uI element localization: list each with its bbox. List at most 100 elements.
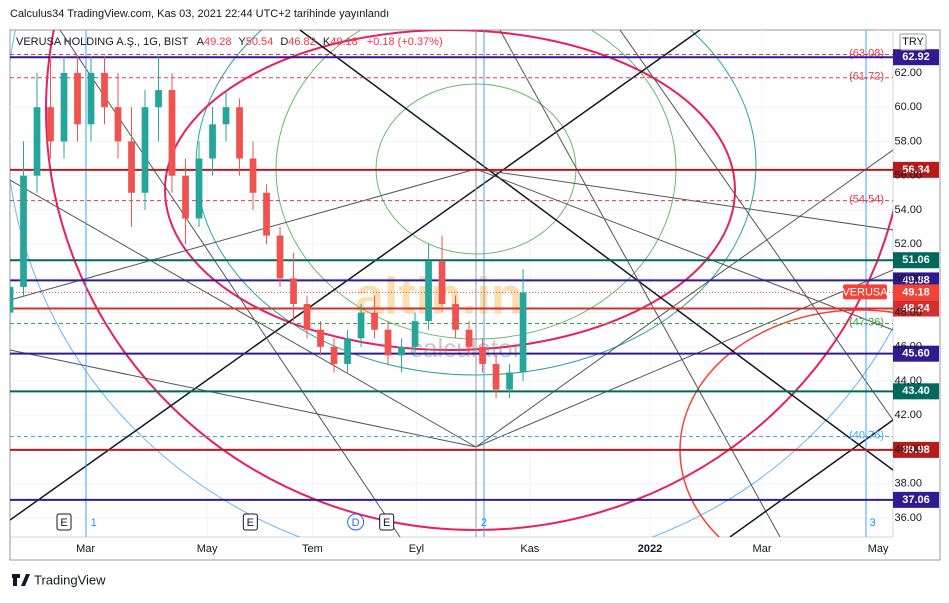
trend-line [499, 30, 781, 537]
price-name-box [843, 284, 887, 300]
x-tick-label: May [197, 543, 218, 555]
candle-body [60, 72, 68, 142]
candle-body [141, 107, 149, 193]
trend-line [475, 168, 893, 331]
candle-body [20, 175, 27, 287]
ohlc-key: A [197, 36, 205, 48]
y-tick-label: 48.00 [894, 307, 922, 319]
level-label: 45.60 [902, 348, 930, 360]
price-value: 49.18 [902, 286, 930, 298]
level-label-box [893, 49, 939, 66]
y-tick-label: 60.00 [894, 101, 922, 113]
header: Calculus34 TradingView.com, Kas 03, 2021… [10, 8, 389, 20]
candle-body [317, 329, 324, 347]
x-tick-label: Mar [76, 543, 95, 555]
candle-body [155, 90, 162, 108]
trend-line [619, 30, 893, 421]
y-tick-label: 40.00 [894, 443, 922, 455]
y-tick-label: 36.00 [894, 512, 922, 524]
y-tick-label: 42.00 [894, 409, 922, 421]
level-label-box [893, 491, 939, 508]
candle-body [195, 158, 203, 219]
candle-body [182, 175, 189, 219]
event-marker [56, 513, 72, 531]
x-tick-label: May [868, 543, 889, 555]
candle-body [479, 346, 486, 364]
event-label: E [247, 517, 254, 529]
ohlc-value: 49.28 [204, 36, 232, 48]
trend-line [475, 269, 893, 448]
y-tick-label: 54.00 [894, 204, 922, 216]
level-label: 51.06 [902, 254, 930, 266]
y-tick-label: 44.00 [894, 375, 922, 387]
y-tick-label: 56.00 [894, 170, 922, 182]
candle-body [263, 192, 270, 236]
level-label-box [893, 345, 939, 362]
currency: TRY [902, 36, 924, 48]
y-tick-label: 50.00 [894, 272, 922, 284]
ohlc-key: K [323, 36, 331, 48]
level-label: 43.40 [902, 385, 930, 397]
candle-body [290, 278, 297, 305]
x-tick-label: Mar [753, 543, 772, 555]
level-label-box [893, 161, 939, 178]
currency-box [899, 33, 927, 51]
price-value-box [893, 284, 939, 301]
candle-body [276, 235, 284, 279]
footer: TradingView [34, 572, 106, 587]
event-label: D [352, 517, 360, 529]
event-label: E [60, 517, 67, 529]
candle-body [114, 107, 122, 142]
x-tick-label: 2022 [638, 543, 662, 555]
candle-body [101, 72, 108, 108]
x-tick-label: Eyl [409, 543, 424, 555]
trend-line [10, 168, 477, 301]
candle-body [371, 312, 378, 330]
ohlc-value: 50.54 [246, 36, 274, 48]
dashed-level-label: (61.72) [849, 71, 884, 83]
candle-body [519, 292, 527, 373]
logo [12, 574, 30, 586]
level-label: 37.06 [902, 494, 930, 506]
trend-line [10, 179, 477, 448]
candle-body [303, 304, 311, 330]
candle-body [384, 329, 392, 356]
event-number: 2 [481, 517, 487, 529]
candle-body [33, 107, 41, 176]
dashed-level-label: (47.36) [849, 316, 884, 328]
candle-body [168, 90, 176, 176]
candle-body [425, 261, 432, 322]
event-marker [347, 513, 365, 531]
candle-body [87, 72, 95, 125]
level-label: 62.92 [902, 51, 930, 63]
candle-body [222, 107, 230, 125]
candle-body [249, 158, 257, 193]
event-label: E [383, 517, 390, 529]
ohlc-key: D [280, 36, 288, 48]
circle [164, 30, 736, 351]
candle-body [398, 346, 405, 356]
trend-line [475, 168, 893, 231]
y-tick-label: 52.00 [894, 238, 922, 250]
ohlc-key: Y [238, 36, 246, 48]
candle-body [74, 72, 81, 125]
candle-body [128, 141, 135, 193]
trend-line [299, 30, 893, 471]
level-label: 39.98 [902, 444, 930, 456]
change: +0.18 (+0.37%) [367, 36, 443, 48]
candle-body [236, 107, 243, 159]
candle-body [465, 329, 473, 347]
candle-body [411, 321, 419, 347]
candle-body [209, 124, 216, 159]
level-label: 48.24 [902, 302, 930, 314]
level-label: 56.34 [902, 164, 930, 176]
trend-line [10, 30, 701, 521]
trend-line [10, 349, 477, 448]
level-label-box [893, 383, 939, 400]
legend: VERUSA HOLDING A.Ş., 1G, BIST A49.28 Y50… [16, 36, 443, 48]
event-number: 1 [91, 517, 97, 529]
level-label-box [893, 300, 939, 317]
level-label-box [893, 252, 939, 269]
x-tick-label: Kas [520, 543, 539, 555]
